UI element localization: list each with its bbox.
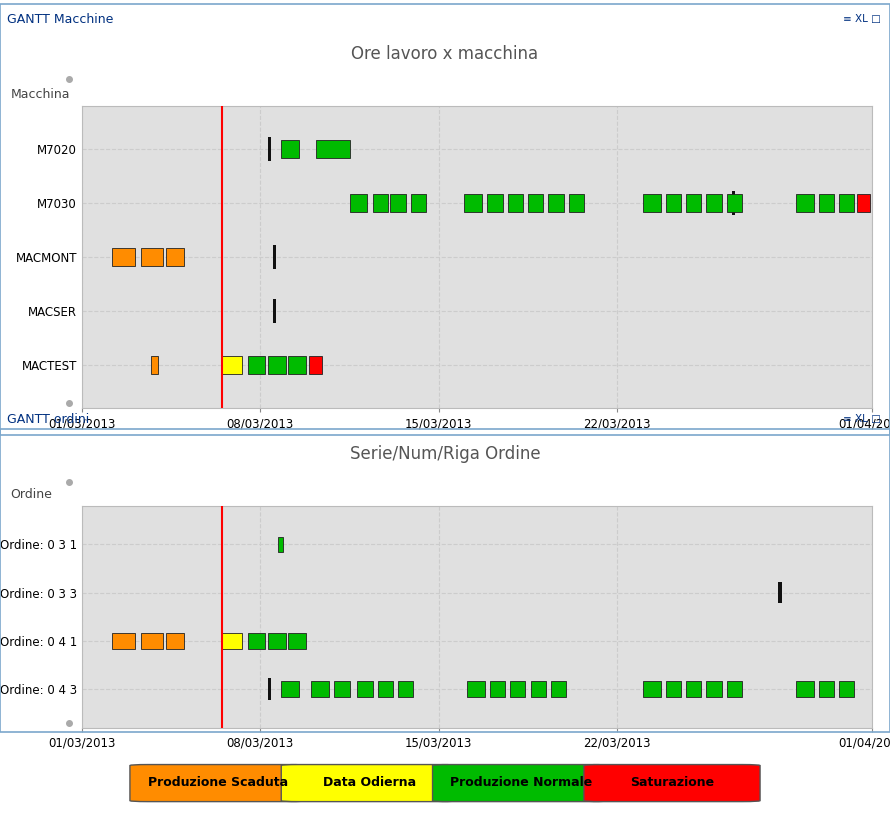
Bar (309, 356, 321, 373)
Bar (280, 681, 298, 697)
Bar (796, 681, 813, 697)
Bar (778, 582, 782, 603)
Bar (317, 141, 350, 158)
Bar (268, 356, 286, 373)
Bar (268, 633, 286, 649)
Bar (288, 356, 306, 373)
FancyBboxPatch shape (130, 764, 306, 802)
Bar (643, 194, 660, 211)
Bar (569, 194, 584, 211)
Bar (530, 681, 546, 697)
Bar (490, 681, 506, 697)
Bar (839, 681, 854, 697)
Bar (373, 194, 388, 211)
Bar (819, 681, 834, 697)
Bar (222, 356, 242, 373)
Bar (819, 194, 834, 211)
Bar (268, 678, 271, 700)
Text: Ordine: Ordine (11, 489, 53, 501)
Bar (727, 681, 742, 697)
Bar (528, 194, 543, 211)
Bar (507, 194, 523, 211)
Text: GANTT ordini: GANTT ordini (7, 413, 89, 425)
Bar (839, 194, 854, 211)
FancyBboxPatch shape (281, 764, 457, 802)
Bar (727, 194, 742, 211)
Bar (166, 633, 184, 649)
Bar (268, 137, 271, 161)
Bar (796, 194, 813, 211)
Bar (707, 194, 722, 211)
Text: Data Odierna: Data Odierna (323, 776, 416, 789)
Bar (391, 194, 406, 211)
Bar (551, 681, 566, 697)
Bar (643, 681, 660, 697)
Bar (686, 194, 701, 211)
Bar (312, 681, 329, 697)
Bar (288, 633, 306, 649)
Bar (273, 299, 276, 323)
Text: Produzione Scaduta: Produzione Scaduta (148, 776, 288, 789)
Text: GANTT Macchine: GANTT Macchine (7, 13, 114, 25)
Bar (141, 248, 164, 266)
Bar (357, 681, 373, 697)
Text: Saturazione: Saturazione (630, 776, 714, 789)
Bar (666, 194, 681, 211)
Text: Macchina: Macchina (11, 89, 70, 101)
Bar (857, 194, 870, 211)
Bar (247, 356, 265, 373)
Bar (150, 356, 158, 373)
Bar (465, 194, 482, 211)
FancyBboxPatch shape (584, 764, 760, 802)
Bar (112, 248, 135, 266)
Bar (398, 681, 413, 697)
Bar (273, 245, 276, 269)
Bar (467, 681, 485, 697)
Bar (247, 633, 265, 649)
Bar (686, 681, 701, 697)
Text: Produzione Normale: Produzione Normale (449, 776, 592, 789)
Bar (141, 633, 164, 649)
Bar (280, 141, 298, 158)
Text: ≡ XL □: ≡ XL □ (843, 414, 881, 424)
Bar (732, 191, 735, 215)
Bar (548, 194, 563, 211)
FancyBboxPatch shape (433, 764, 609, 802)
Text: ≡ XL □: ≡ XL □ (843, 14, 881, 24)
Bar (377, 681, 392, 697)
Text: Serie/Num/Riga Ordine: Serie/Num/Riga Ordine (350, 446, 540, 463)
Bar (411, 194, 426, 211)
Bar (222, 633, 242, 649)
Bar (487, 194, 503, 211)
Bar (166, 248, 184, 266)
Bar (350, 194, 368, 211)
Bar (279, 537, 283, 552)
Bar (510, 681, 525, 697)
Bar (666, 681, 681, 697)
Text: Ore lavoro x macchina: Ore lavoro x macchina (352, 46, 538, 63)
Bar (335, 681, 350, 697)
Bar (112, 633, 135, 649)
Bar (707, 681, 722, 697)
